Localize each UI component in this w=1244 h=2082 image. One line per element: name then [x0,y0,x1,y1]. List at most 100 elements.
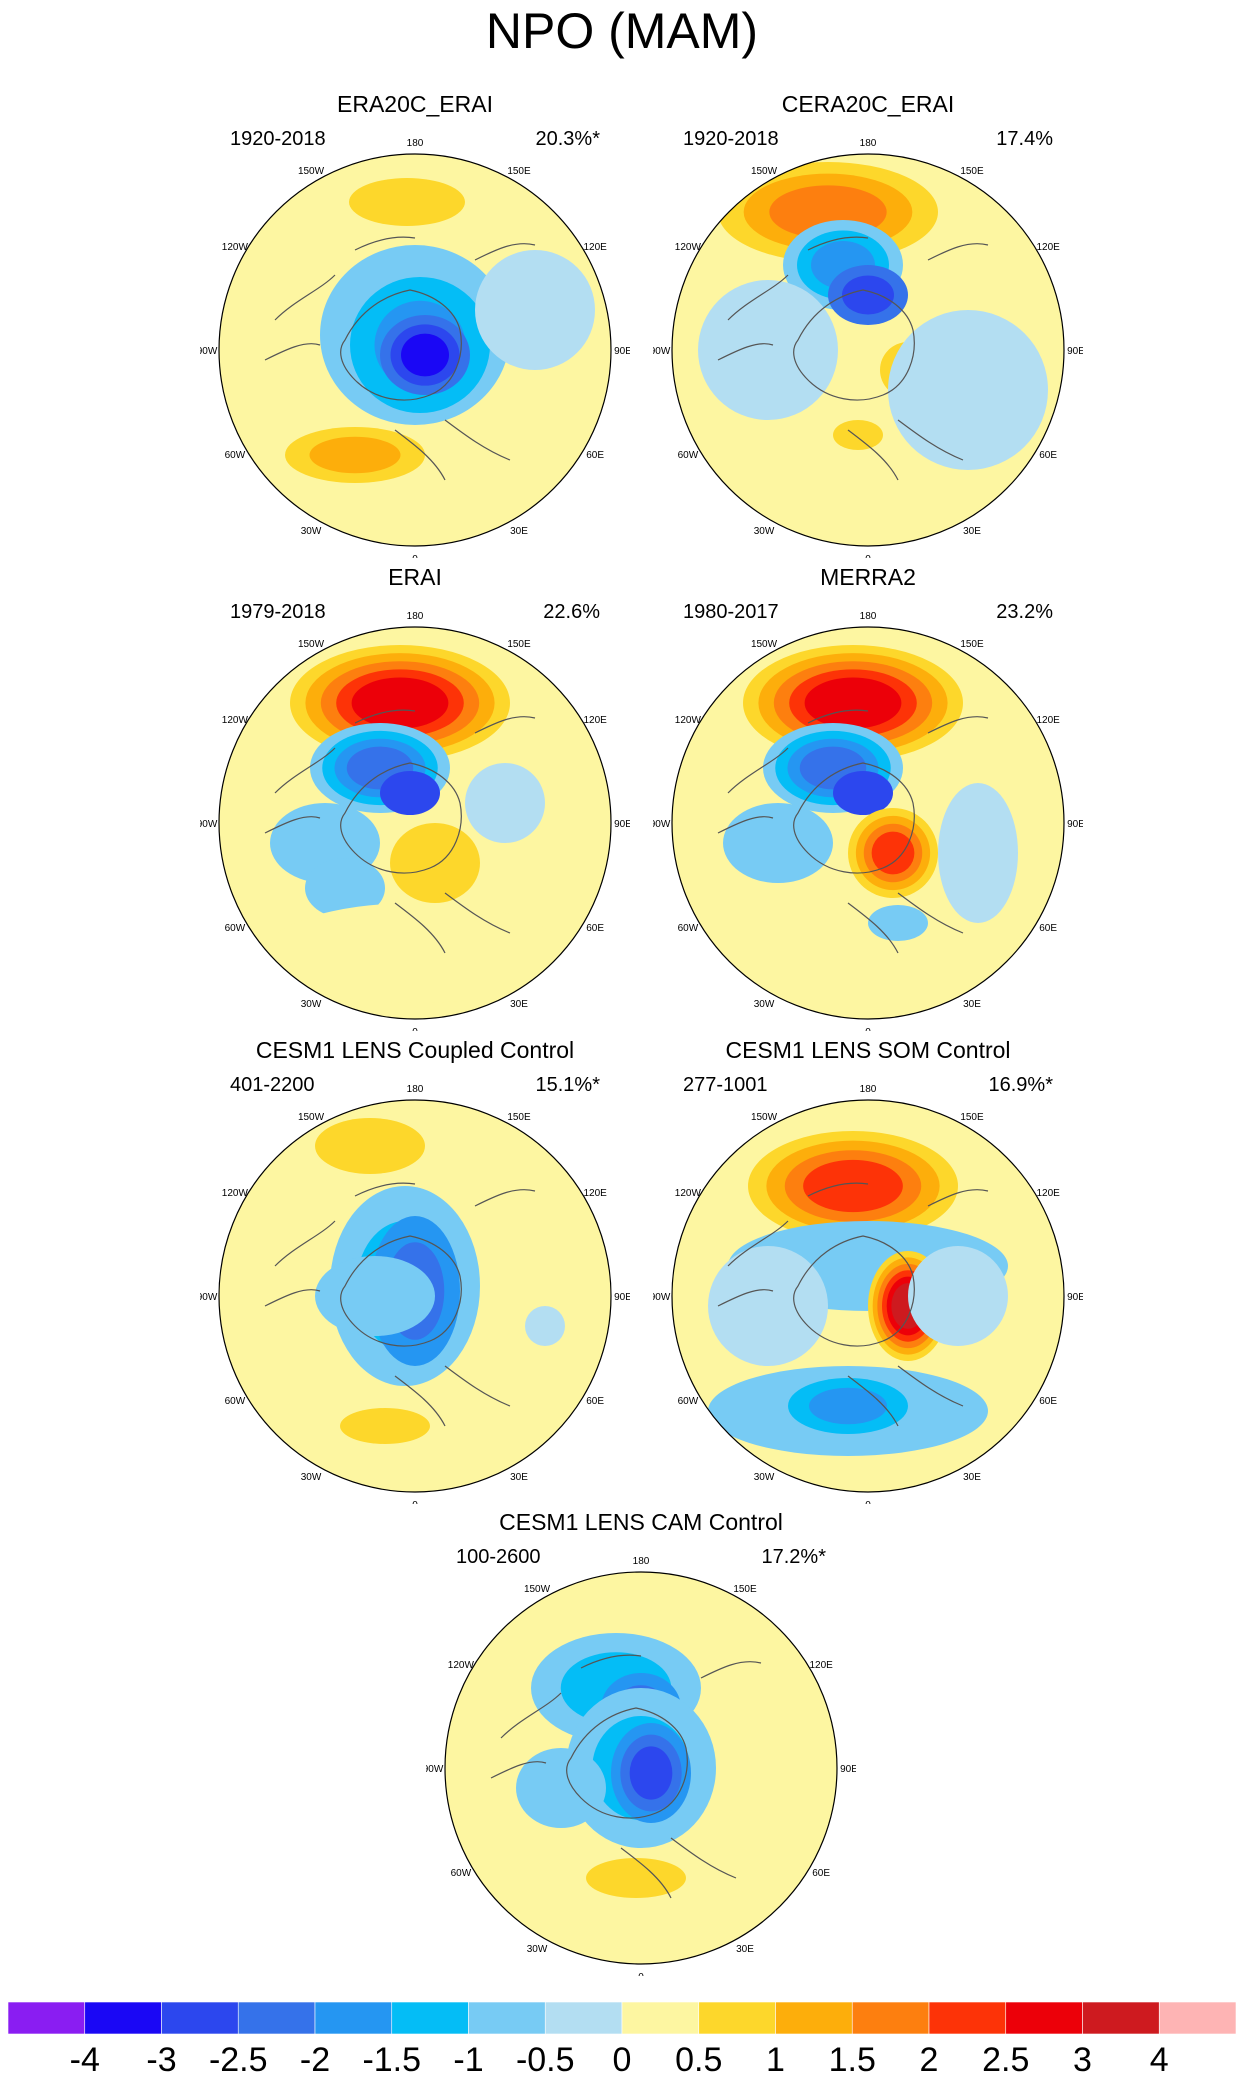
panel-title: CESM1 LENS SOM Control [725,1037,1011,1063]
anomaly-contour [315,1118,425,1174]
coastline [340,1235,462,1347]
longitude-label: 120W [675,715,702,726]
longitude-label: 60W [225,1396,246,1407]
longitude-label: 0 [638,1972,644,1976]
longitude-label: 120W [222,242,249,253]
polar-map: 180 150W 150E 120W 120E 90W 90E 60W 60E 30W 30E 0 [200,138,630,558]
coastline [354,709,536,734]
coastline [717,1220,789,1307]
panel-title: MERRA2 [820,564,916,590]
coastline [717,274,789,361]
map-panel: ERAI 1979-2018 22.6% 180 150W 150E 120W 120E 90W… [190,563,640,1033]
longitude-label: 120W [675,1188,702,1199]
longitude-label: 30E [963,999,981,1010]
longitude-label: 150W [298,166,325,177]
longitude-label: 0 [865,554,871,558]
anomaly-contour [833,420,883,450]
map-panel: MERRA2 1980-2017 23.2% 180 150W 150E 120W 120E 9… [643,563,1093,1033]
longitude-label: 60W [451,1868,472,1879]
longitude-label: 30E [963,526,981,537]
longitude-label: 150E [733,1584,757,1595]
longitude-label: 90E [1067,346,1083,357]
colorbar-swatch [1082,2002,1160,2034]
longitude-label: 120W [448,1660,475,1671]
longitude-label: 0 [412,554,418,558]
longitude-label: 150W [751,1112,778,1123]
longitude-label: 120W [222,715,249,726]
longitude-label: 60E [586,1396,604,1407]
longitude-label: 180 [407,611,424,622]
coastline [620,1837,737,1899]
coastline [807,236,989,261]
anomaly-contour [888,310,1048,470]
coastline [490,1692,562,1779]
coastline [807,1182,989,1207]
colorbar-tick-label: -3 [146,2041,177,2079]
longitude-label: 90E [840,1764,856,1775]
map-boundary [671,1099,1065,1493]
longitude-label: 30W [754,1472,775,1483]
panel-title: ERA20C_ERAI [337,91,493,117]
longitude-label: 90W [653,819,671,830]
colorbar-swatch [621,2002,700,2034]
longitude-label: 0 [412,1027,418,1031]
longitude-label: 90E [614,819,630,830]
colorbar-tick-label: -1 [453,2041,484,2079]
panel-variance: 15.1%* [535,1074,601,1096]
panel-title: CERA20C_ERAI [781,91,955,117]
map-boundary [671,626,1065,1020]
longitude-label: 120E [583,1188,607,1199]
anomaly-contour [401,333,449,377]
longitude-label: 90W [200,1292,218,1303]
panel-variance: 22.6% [543,601,600,623]
colorbar-swatch [8,2002,86,2034]
main-title: NPO (MAM) [485,3,759,59]
colorbar-tick-label: 0.5 [675,2041,723,2079]
anomaly-contour [708,1246,828,1366]
longitude-label: 90E [614,1292,630,1303]
colorbar-swatch [237,2002,316,2034]
coastline [354,236,536,261]
longitude-label: 180 [860,138,877,149]
map-boundary [671,153,1065,547]
coastline [340,289,462,401]
colorbar-tick-label: 1 [766,2041,785,2079]
map-panel: CESM1 LENS CAM Control 100-2600 17.2%* 180 1… [416,1508,866,1978]
colorbar-tick-label: 3 [1073,2041,1092,2079]
colorbar-swatch [775,2002,853,2034]
polar-map: 180 150W 150E 120W 120E 90W 90E 60W 60E 30W 30E 0 [426,1556,856,1976]
anomaly-contour [868,905,928,941]
coastline [847,1365,964,1427]
anomaly-contour [938,783,1018,923]
longitude-label: 150W [298,639,325,650]
map-boundary [444,1571,838,1965]
panel-period: 1979-2018 [230,601,326,623]
map-panel: CERA20C_ERAI 1920-2018 17.4% 180 150W 150E 120… [643,90,1093,560]
longitude-label: 30W [301,526,322,537]
longitude-label: 60E [1039,923,1057,934]
anomaly-contour [516,1748,606,1828]
longitude-label: 30W [754,999,775,1010]
colorbar-tick-label: 2.5 [982,2041,1030,2079]
anomaly-contour [803,1159,903,1213]
coastline [264,1220,336,1307]
longitude-label: 90W [200,819,218,830]
anomaly-contour [908,1246,1008,1346]
polar-map: 180 150W 150E 120W 120E 90W 90E 60W 60E 30W 30E 0 [653,1084,1083,1504]
colorbar-swatch [1158,2002,1236,2034]
map-boundary [218,1099,612,1493]
anomaly-contour [309,436,401,474]
anomaly-contour [380,771,440,815]
coastline [394,419,511,481]
colorbar-tick-label: 4 [1149,2041,1169,2079]
longitude-label: 30E [736,1944,754,1955]
longitude-label: 90E [1067,819,1083,830]
longitude-label: 120E [583,242,607,253]
polar-map: 180 150W 150E 120W 120E 90W 90E 60W 60E 30W 30E 0 [200,611,630,1031]
longitude-label: 120W [675,242,702,253]
longitude-label: 150W [298,1112,325,1123]
coastline [264,274,336,361]
longitude-label: 120W [222,1188,249,1199]
longitude-label: 150E [507,166,531,177]
anomaly-contour [315,1256,435,1336]
